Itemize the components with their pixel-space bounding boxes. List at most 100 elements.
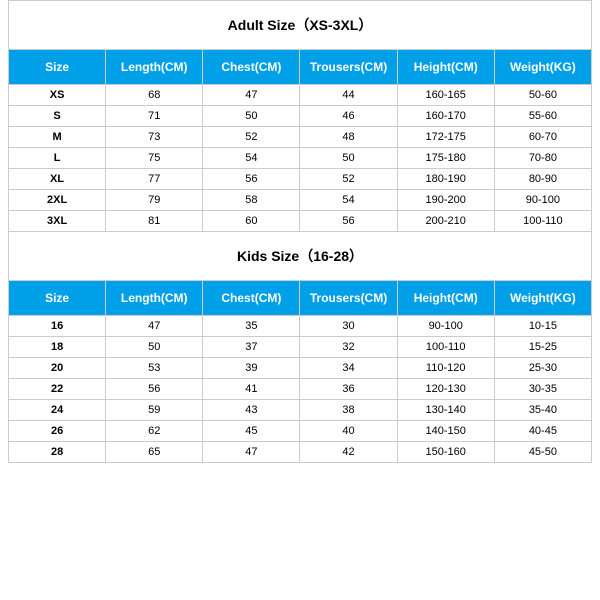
table-cell: 46 <box>300 106 397 127</box>
table-cell: 45 <box>203 421 300 442</box>
table-cell: 160-170 <box>397 106 494 127</box>
table-cell: 60 <box>203 211 300 232</box>
table-cell: 68 <box>106 85 203 106</box>
table-cell: 65 <box>106 442 203 463</box>
table-cell: 48 <box>300 127 397 148</box>
table-row: 3XL816056200-210100-110 <box>9 211 592 232</box>
table-cell: 38 <box>300 400 397 421</box>
adult-tbody: XS684744160-16550-60S715046160-17055-60M… <box>9 85 592 232</box>
table-cell: 24 <box>9 400 106 421</box>
table-cell: 36 <box>300 379 397 400</box>
table-row: 22564136120-13030-35 <box>9 379 592 400</box>
table-cell: 10-15 <box>494 316 591 337</box>
table-cell: 52 <box>300 169 397 190</box>
table-cell: 45-50 <box>494 442 591 463</box>
table-cell: 40-45 <box>494 421 591 442</box>
table-cell: 50 <box>106 337 203 358</box>
table-cell: 47 <box>203 442 300 463</box>
kids-tbody: 1647353090-10010-1518503732100-11015-252… <box>9 316 592 463</box>
table-cell: 50 <box>203 106 300 127</box>
table-cell: M <box>9 127 106 148</box>
table-row: 20533934110-12025-30 <box>9 358 592 379</box>
table-cell: S <box>9 106 106 127</box>
table-cell: 3XL <box>9 211 106 232</box>
table-cell: 70-80 <box>494 148 591 169</box>
table-cell: 54 <box>203 148 300 169</box>
table-cell: 100-110 <box>494 211 591 232</box>
table-cell: 130-140 <box>397 400 494 421</box>
table-cell: 56 <box>106 379 203 400</box>
table-cell: 140-150 <box>397 421 494 442</box>
table-cell: 43 <box>203 400 300 421</box>
table-cell: 15-25 <box>494 337 591 358</box>
table-cell: 79 <box>106 190 203 211</box>
adult-size-table: Size Length(CM) Chest(CM) Trousers(CM) H… <box>8 49 592 232</box>
table-cell: 50 <box>300 148 397 169</box>
table-cell: 55-60 <box>494 106 591 127</box>
table-cell: 16 <box>9 316 106 337</box>
table-cell: 60-70 <box>494 127 591 148</box>
table-cell: 28 <box>9 442 106 463</box>
table-cell: 53 <box>106 358 203 379</box>
table-row: S715046160-17055-60 <box>9 106 592 127</box>
table-cell: 54 <box>300 190 397 211</box>
table-cell: 26 <box>9 421 106 442</box>
table-row: 28654742150-16045-50 <box>9 442 592 463</box>
table-cell: 25-30 <box>494 358 591 379</box>
table-cell: 20 <box>9 358 106 379</box>
table-cell: 35-40 <box>494 400 591 421</box>
table-cell: 80-90 <box>494 169 591 190</box>
table-row: XL775652180-19080-90 <box>9 169 592 190</box>
table-cell: 35 <box>203 316 300 337</box>
table-row: XS684744160-16550-60 <box>9 85 592 106</box>
col-weight: Weight(KG) <box>494 281 591 316</box>
table-cell: 90-100 <box>494 190 591 211</box>
table-cell: 41 <box>203 379 300 400</box>
table-row: 24594338130-14035-40 <box>9 400 592 421</box>
table-cell: 100-110 <box>397 337 494 358</box>
table-cell: 39 <box>203 358 300 379</box>
table-cell: 73 <box>106 127 203 148</box>
table-cell: 175-180 <box>397 148 494 169</box>
table-row: M735248172-17560-70 <box>9 127 592 148</box>
table-cell: 150-160 <box>397 442 494 463</box>
kids-size-table: Size Length(CM) Chest(CM) Trousers(CM) H… <box>8 280 592 463</box>
col-height: Height(CM) <box>397 281 494 316</box>
table-row: L755450175-18070-80 <box>9 148 592 169</box>
table-cell: 200-210 <box>397 211 494 232</box>
table-cell: 190-200 <box>397 190 494 211</box>
table-cell: 30 <box>300 316 397 337</box>
table-cell: 110-120 <box>397 358 494 379</box>
col-chest: Chest(CM) <box>203 50 300 85</box>
col-chest: Chest(CM) <box>203 281 300 316</box>
kids-section-title: Kids Size（16-28） <box>8 232 592 280</box>
table-cell: XS <box>9 85 106 106</box>
table-cell: 34 <box>300 358 397 379</box>
table-cell: 47 <box>203 85 300 106</box>
table-row: 26624540140-15040-45 <box>9 421 592 442</box>
col-length: Length(CM) <box>106 50 203 85</box>
col-size: Size <box>9 50 106 85</box>
table-cell: 30-35 <box>494 379 591 400</box>
table-cell: 81 <box>106 211 203 232</box>
col-height: Height(CM) <box>397 50 494 85</box>
col-size: Size <box>9 281 106 316</box>
table-cell: 47 <box>106 316 203 337</box>
kids-header-row: Size Length(CM) Chest(CM) Trousers(CM) H… <box>9 281 592 316</box>
table-cell: 180-190 <box>397 169 494 190</box>
table-cell: 2XL <box>9 190 106 211</box>
table-row: 1647353090-10010-15 <box>9 316 592 337</box>
table-cell: 18 <box>9 337 106 358</box>
col-trousers: Trousers(CM) <box>300 281 397 316</box>
table-cell: 50-60 <box>494 85 591 106</box>
table-cell: 77 <box>106 169 203 190</box>
col-trousers: Trousers(CM) <box>300 50 397 85</box>
table-row: 2XL795854190-20090-100 <box>9 190 592 211</box>
table-cell: 32 <box>300 337 397 358</box>
table-cell: 75 <box>106 148 203 169</box>
table-cell: 172-175 <box>397 127 494 148</box>
table-cell: 62 <box>106 421 203 442</box>
table-cell: 44 <box>300 85 397 106</box>
table-cell: 160-165 <box>397 85 494 106</box>
table-cell: L <box>9 148 106 169</box>
